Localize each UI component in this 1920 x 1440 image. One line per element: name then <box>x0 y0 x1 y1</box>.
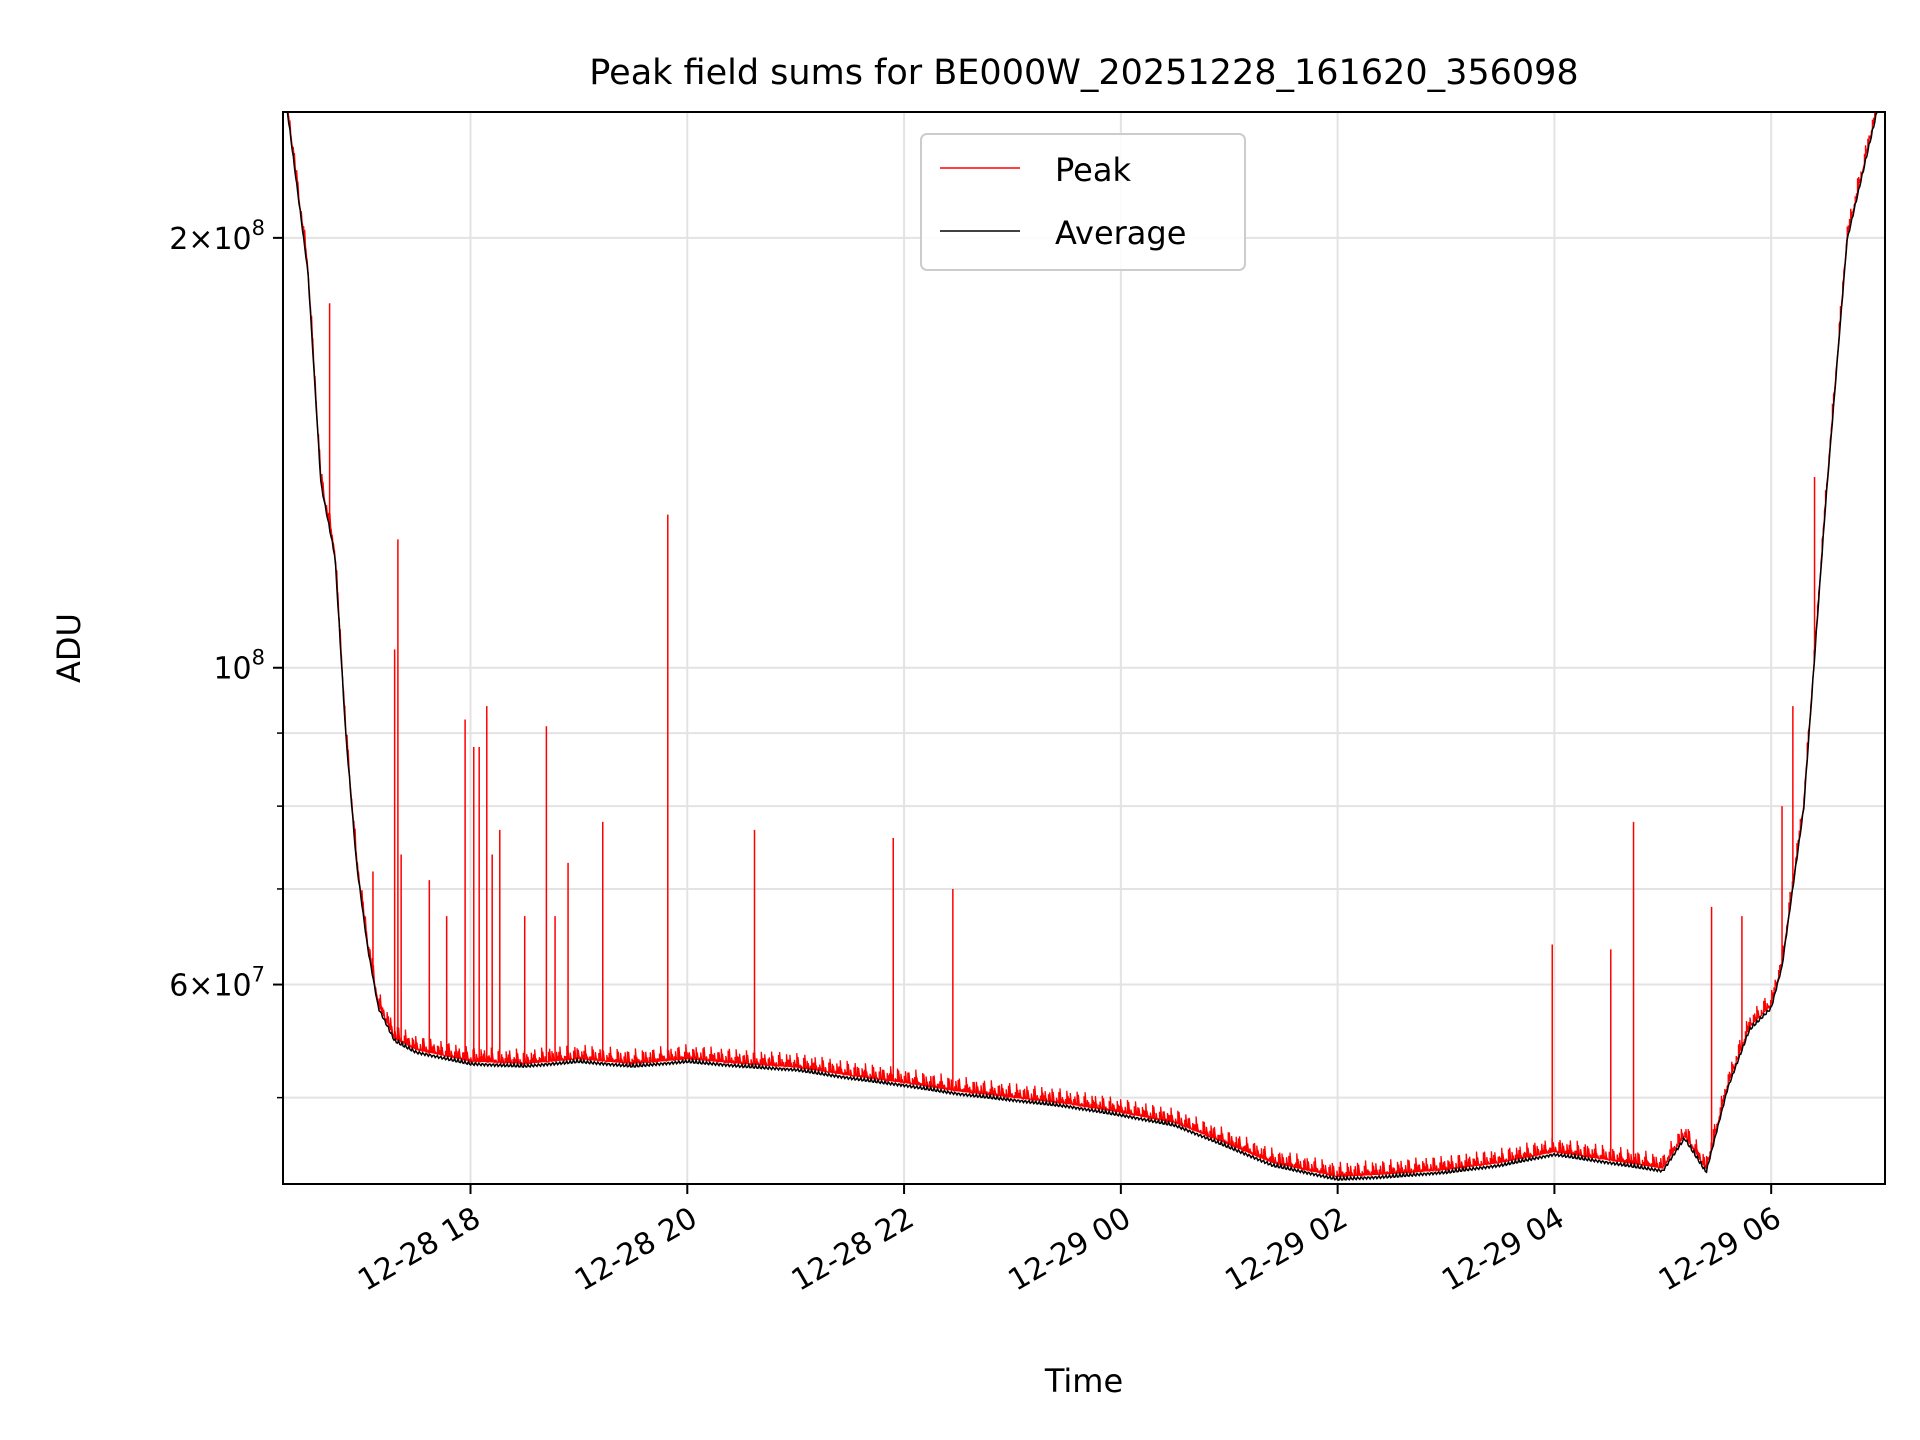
x-tick-label: 12-29 00 <box>1003 1201 1137 1299</box>
y-tick-label: 2×108 <box>169 216 265 257</box>
x-tick-label: 12-29 04 <box>1436 1201 1570 1299</box>
legend-peak-label: Peak <box>1055 151 1131 189</box>
series-layer <box>286 112 1878 1182</box>
ticks-layer: 12-28 18 12-28 20 12-28 22 12-29 00 12-29 02… <box>169 216 1787 1299</box>
x-tick-label: 12-28 22 <box>786 1201 920 1299</box>
legend-average-label: Average <box>1055 214 1186 252</box>
legend: Peak Average <box>920 133 1246 271</box>
plot-frame <box>282 111 1886 1185</box>
average-series-line <box>286 112 1878 1182</box>
x-tick-label: 12-29 06 <box>1653 1201 1787 1299</box>
x-tick-label: 12-28 20 <box>569 1201 703 1299</box>
y-tick-label: 108 <box>213 646 265 687</box>
chart-title: Peak field sums for BE000W_20251228_1616… <box>589 53 1578 93</box>
y-tick-label: 6×107 <box>169 963 265 1004</box>
x-tick-label: 12-29 02 <box>1219 1201 1353 1299</box>
x-tick-label: 12-28 18 <box>352 1201 486 1299</box>
y-axis-label: ADU <box>50 613 88 683</box>
x-axis-label: Time <box>1044 1362 1123 1400</box>
peak-series-line <box>287 112 1877 1179</box>
grid-layer <box>283 112 1885 1184</box>
